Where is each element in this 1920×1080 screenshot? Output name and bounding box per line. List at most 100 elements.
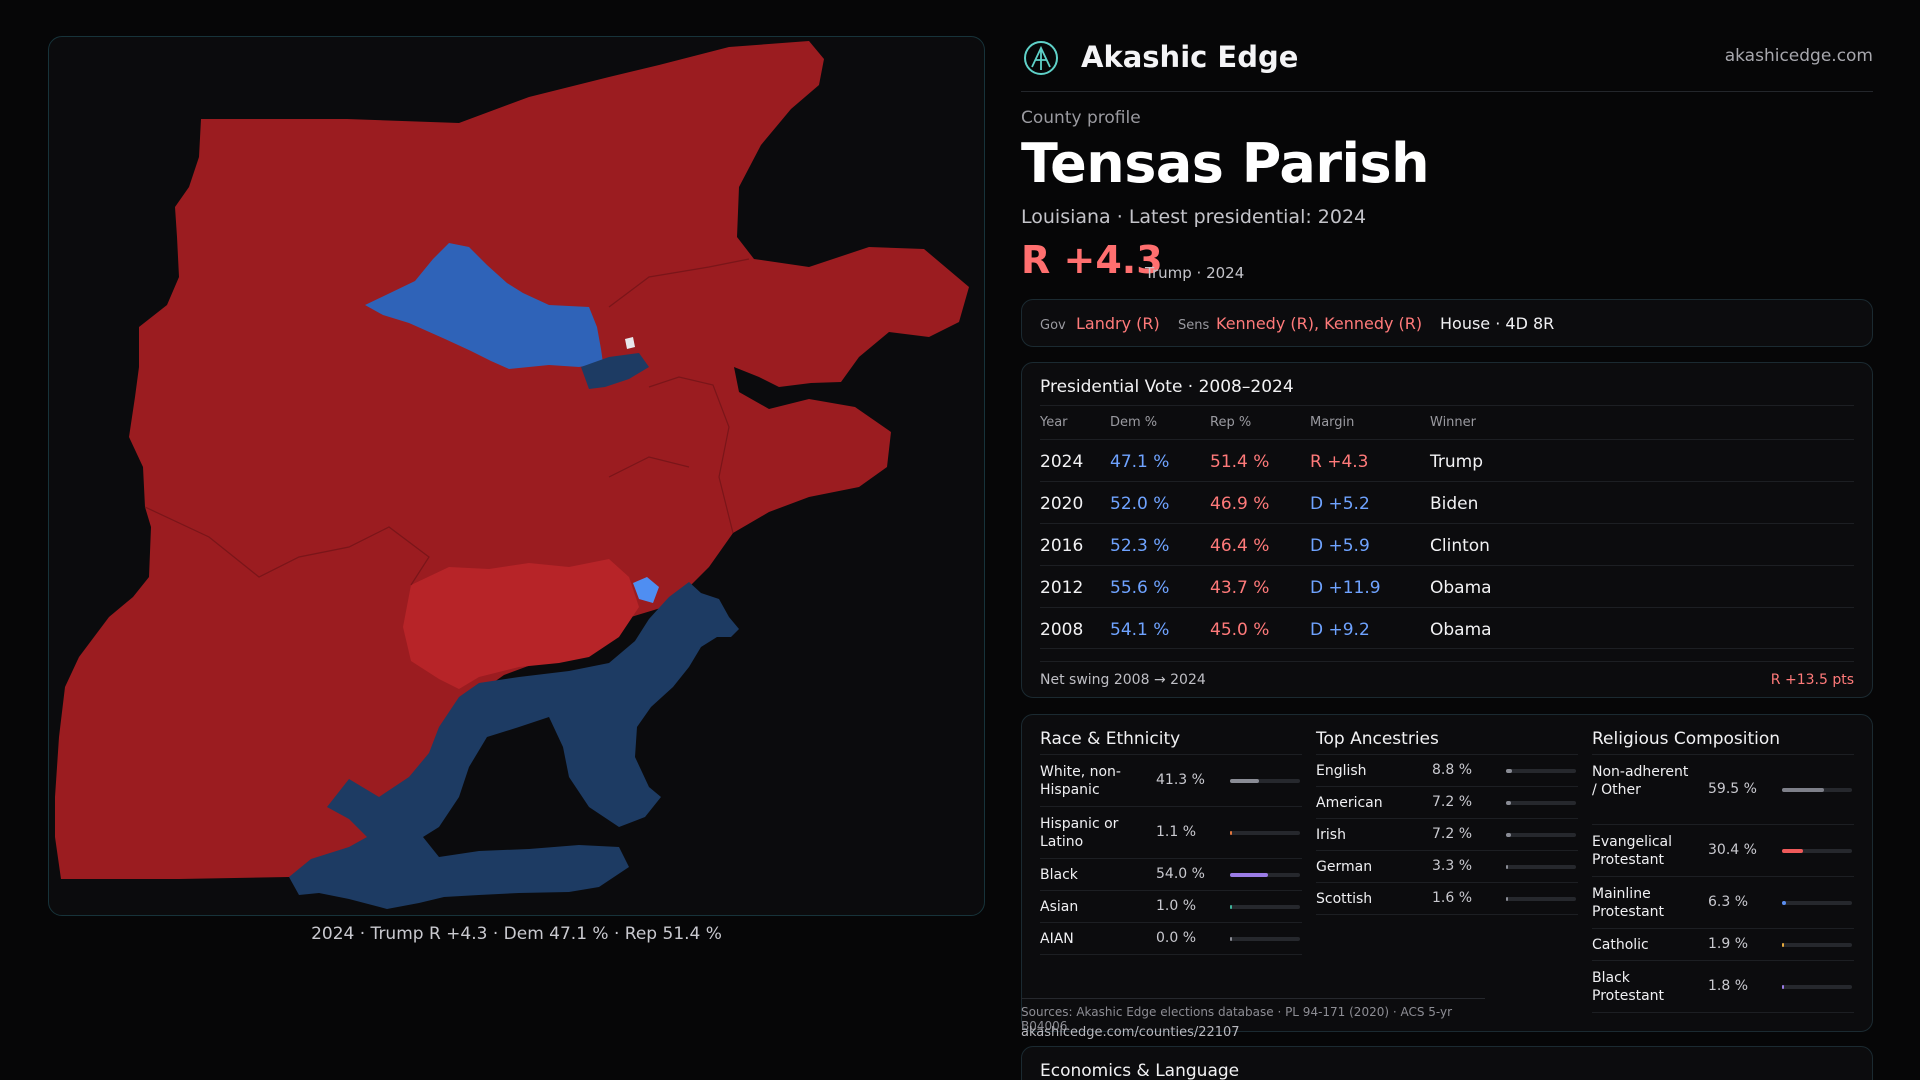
map-region-rep[interactable] (55, 41, 969, 879)
akashic-logo-icon[interactable] (1023, 40, 1059, 76)
site-url[interactable]: akashicedge.com (1724, 46, 1873, 66)
table-row[interactable]: 2024 47.1 % 51.4 % R +4.3 Trump (1040, 439, 1854, 481)
religion-pct: 1.9 % (1708, 936, 1749, 952)
row-year: 2024 (1040, 452, 1084, 472)
row-rep: 46.9 % (1210, 494, 1270, 514)
race-row[interactable]: Hispanic or Latino 1.1 % (1040, 807, 1302, 859)
ancestry-bar-fill (1506, 833, 1512, 837)
religion-bar (1782, 943, 1852, 947)
source-url-link[interactable]: akashicedge.com/counties/22107 (1021, 1025, 1240, 1040)
senators: Kennedy (R), Kennedy (R) (1216, 314, 1423, 333)
religion-pct: 59.5 % (1708, 781, 1757, 797)
religion-bar-fill (1782, 985, 1784, 989)
race-row[interactable]: Asian 1.0 % (1040, 891, 1302, 923)
row-year: 2016 (1040, 536, 1084, 556)
county-subline: Louisiana · Latest presidential: 2024 (1021, 206, 1367, 228)
race-label: Black (1040, 867, 1078, 883)
religion-label: Black Protestant (1592, 970, 1665, 1004)
race-pct: 0.0 % (1156, 930, 1197, 946)
net-swing-label: Net swing 2008 → 2024 (1040, 672, 1206, 688)
map-region-dem-light[interactable] (633, 577, 659, 603)
gov-label: Gov (1040, 318, 1066, 333)
map-region-dem-dark-north[interactable] (581, 353, 649, 389)
religion-label: Catholic (1592, 937, 1649, 953)
net-swing-value: R +13.5 pts (1770, 672, 1854, 688)
brand-name[interactable]: Akashic Edge (1081, 40, 1299, 74)
row-rep: 46.4 % (1210, 536, 1270, 556)
row-year: 2012 (1040, 578, 1084, 598)
sources-note: Sources: Akashic Edge elections database… (1021, 998, 1485, 1033)
ancestry-bar-fill (1506, 801, 1512, 805)
ancestry-row[interactable]: Scottish 1.6 % (1316, 883, 1578, 915)
race-bar-fill (1230, 937, 1232, 941)
ancestry-row[interactable]: American 7.2 % (1316, 787, 1578, 819)
ancestry-row[interactable]: German 3.3 % (1316, 851, 1578, 883)
table-header: Year Dem % Rep % Margin Winner (1040, 405, 1854, 439)
race-pct: 1.0 % (1156, 898, 1197, 914)
map-region-dem-dark[interactable] (289, 582, 739, 909)
row-margin: D +5.9 (1310, 536, 1370, 556)
economics-title: Economics & Language (1040, 1061, 1240, 1080)
ancestry-section: Top Ancestries English 8.8 % American 7.2 %… (1316, 729, 1578, 915)
religion-label: Evangelical Protestant (1592, 834, 1673, 868)
county-map[interactable] (49, 37, 985, 916)
map-region-rep-light[interactable] (403, 559, 639, 689)
presidential-table: Year Dem % Rep % Margin Winner 2024 47.1… (1040, 405, 1854, 649)
house-delegation: House · 4D 8R (1440, 314, 1555, 333)
race-label: White, non-Hispanic (1040, 764, 1121, 798)
religion-bar-fill (1782, 849, 1804, 853)
table-row[interactable]: 2008 54.1 % 45.0 % D +9.2 Obama (1040, 607, 1854, 649)
site-header: Akashic Edge akashicedge.com (1021, 36, 1873, 92)
profile-panel: Akashic Edge akashicedge.com County prof… (1021, 0, 1873, 1080)
ancestry-label: Irish (1316, 827, 1346, 843)
race-pct: 41.3 % (1156, 772, 1205, 788)
race-bar (1230, 905, 1300, 909)
race-label: Asian (1040, 899, 1079, 915)
table-row[interactable]: 2020 52.0 % 46.9 % D +5.2 Biden (1040, 481, 1854, 523)
map-region-unknown[interactable] (625, 337, 635, 349)
race-row[interactable]: AIAN 0.0 % (1040, 923, 1302, 955)
religion-row[interactable]: Non-adherent / Other 59.5 % (1592, 755, 1854, 825)
race-pct: 54.0 % (1156, 866, 1205, 882)
religion-bar (1782, 985, 1852, 989)
religion-pct: 6.3 % (1708, 894, 1749, 910)
row-year: 2020 (1040, 494, 1084, 514)
ancestry-row[interactable]: English 8.8 % (1316, 755, 1578, 787)
ancestry-pct: 8.8 % (1432, 762, 1473, 778)
row-rep: 51.4 % (1210, 452, 1270, 472)
row-margin: D +9.2 (1310, 620, 1370, 640)
row-winner: Obama (1430, 620, 1492, 640)
religion-row[interactable]: Black Protestant 1.8 % (1592, 961, 1854, 1013)
religion-bar-fill (1782, 788, 1824, 792)
race-bar (1230, 937, 1300, 941)
col-margin: Margin (1310, 415, 1355, 430)
religion-label: Mainline Protestant (1592, 886, 1665, 920)
religion-row[interactable]: Evangelical Protestant 30.4 % (1592, 825, 1854, 877)
table-row[interactable]: 2012 55.6 % 43.7 % D +11.9 Obama (1040, 565, 1854, 607)
religion-title: Religious Composition (1592, 729, 1854, 755)
ancestry-label: Scottish (1316, 891, 1373, 907)
religion-label: Non-adherent / Other (1592, 764, 1689, 798)
religion-row[interactable]: Catholic 1.9 % (1592, 929, 1854, 961)
county-map-panel[interactable] (48, 36, 985, 916)
race-label: Hispanic or Latino (1040, 816, 1119, 850)
race-section: Race & Ethnicity White, non-Hispanic 41.3… (1040, 729, 1302, 955)
table-row[interactable]: 2016 52.3 % 46.4 % D +5.9 Clinton (1040, 523, 1854, 565)
row-dem: 52.3 % (1110, 536, 1170, 556)
demographics-card: Race & Ethnicity White, non-Hispanic 41.3… (1021, 714, 1873, 1032)
ancestry-row[interactable]: Irish 7.2 % (1316, 819, 1578, 851)
religion-row[interactable]: Mainline Protestant 6.3 % (1592, 877, 1854, 929)
ancestry-label: German (1316, 859, 1373, 875)
economics-card: Economics & Language (1021, 1046, 1873, 1080)
ancestry-bar (1506, 801, 1576, 805)
row-rep: 45.0 % (1210, 620, 1270, 640)
race-row[interactable]: Black 54.0 % (1040, 859, 1302, 891)
race-title: Race & Ethnicity (1040, 729, 1302, 755)
religion-bar-fill (1782, 943, 1784, 947)
ancestry-label: English (1316, 763, 1367, 779)
col-winner: Winner (1430, 415, 1477, 430)
race-row[interactable]: White, non-Hispanic 41.3 % (1040, 755, 1302, 807)
race-bar-fill (1230, 905, 1232, 909)
map-region-dem[interactable] (365, 243, 603, 369)
ancestry-bar (1506, 769, 1576, 773)
